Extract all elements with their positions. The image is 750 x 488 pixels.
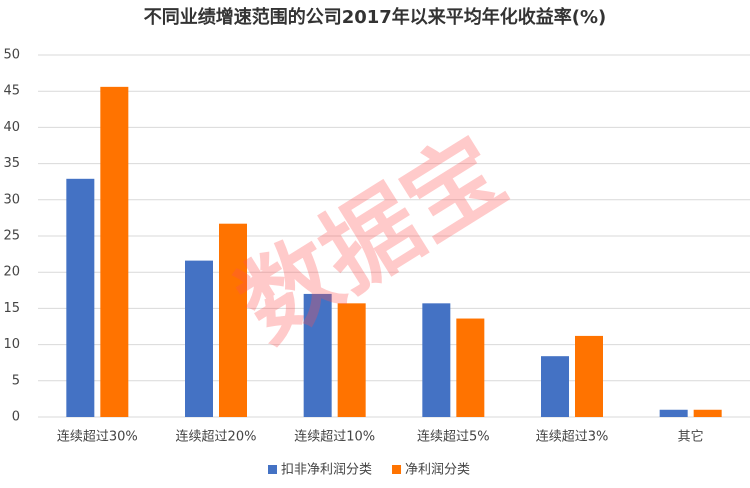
y-tick-label: 10 <box>3 337 20 352</box>
y-tick-label: 5 <box>12 373 20 388</box>
bar <box>185 260 213 417</box>
y-tick-label: 45 <box>3 84 20 99</box>
y-tick-label: 25 <box>3 229 20 244</box>
x-tick-label: 连续超过10% <box>294 429 375 445</box>
y-tick-label: 40 <box>3 120 20 135</box>
x-tick-label: 其它 <box>678 429 704 445</box>
bar <box>337 303 366 417</box>
legend-label: 净利润分类 <box>405 463 470 478</box>
y-tick-label: 30 <box>3 192 20 207</box>
bar <box>456 318 485 417</box>
y-tick-label: 20 <box>3 265 20 280</box>
y-tick-label: 15 <box>3 301 20 316</box>
x-tick-label: 连续超过20% <box>176 429 257 445</box>
x-tick-label: 连续超过3% <box>536 429 609 445</box>
legend-swatch <box>392 465 402 474</box>
legend-label: 扣非净利润分类 <box>281 463 372 478</box>
bar <box>693 409 722 417</box>
legend-swatch <box>268 465 277 474</box>
bar <box>422 303 451 417</box>
bar <box>659 409 688 417</box>
bar <box>575 335 603 417</box>
bar <box>219 223 247 417</box>
bar <box>541 356 569 417</box>
chart-title: 不同业绩增速范围的公司2017年以来平均年化收益率(%) <box>144 6 607 28</box>
x-tick-label: 连续超过5% <box>417 429 490 445</box>
bar <box>66 178 95 417</box>
x-tick-label: 连续超过30% <box>57 429 138 445</box>
bar <box>303 293 332 417</box>
bar <box>100 86 129 417</box>
y-tick-label: 0 <box>12 410 20 425</box>
y-tick-label: 35 <box>3 156 20 171</box>
y-tick-label: 50 <box>3 48 20 63</box>
